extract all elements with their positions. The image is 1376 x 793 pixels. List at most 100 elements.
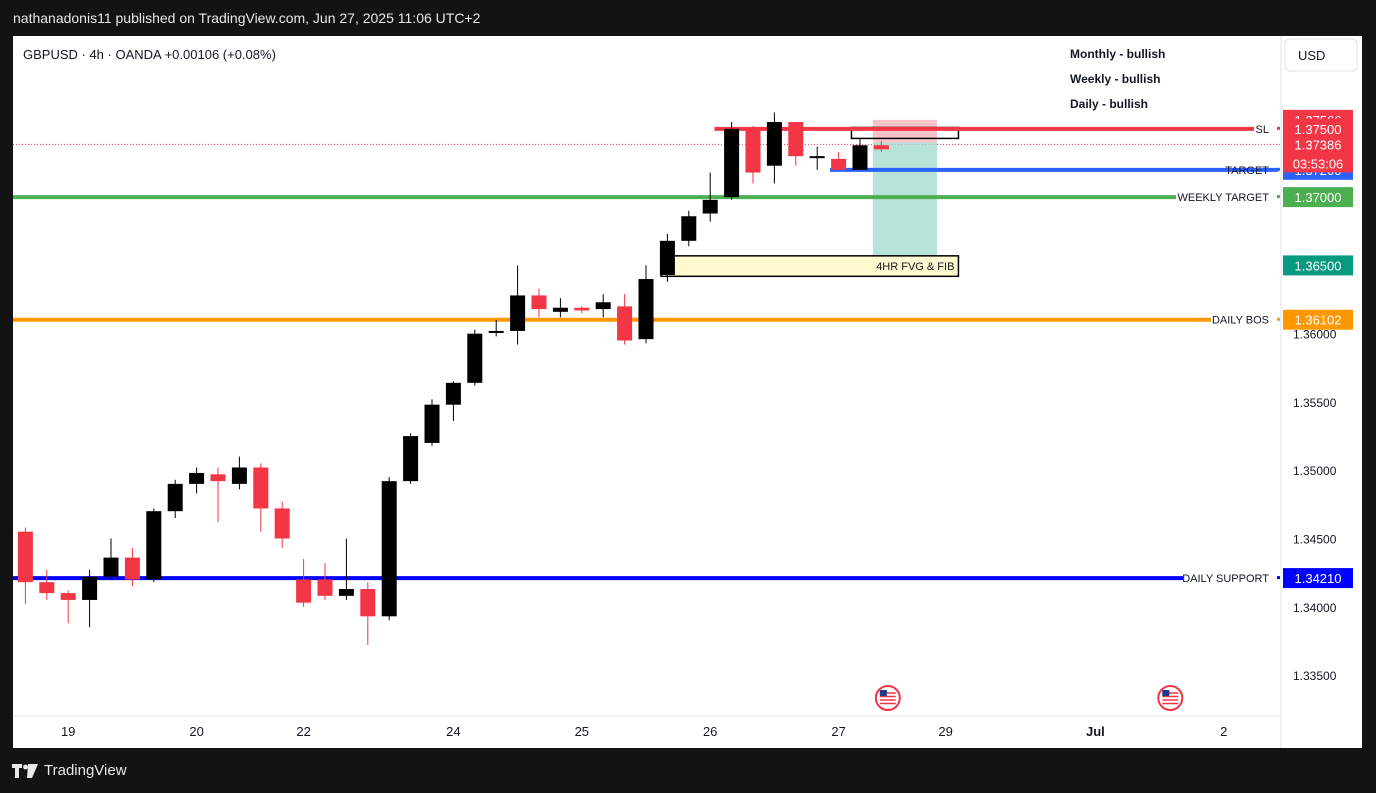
price-tag-text: 1.37500 <box>1295 122 1342 137</box>
candlestick-chart[interactable]: 4HR FVG & FIB SL TARGET WEEKLY TARGET DAILY… <box>13 36 1362 748</box>
candle-body <box>424 404 440 443</box>
y-tick-label: 1.34000 <box>1293 601 1337 615</box>
candles <box>17 112 889 645</box>
candle-body <box>253 467 269 509</box>
candle-body <box>595 302 611 310</box>
candle-body <box>274 508 290 539</box>
candle-body <box>574 307 590 311</box>
candle-body <box>831 158 847 170</box>
candle-body <box>381 481 397 617</box>
brand-name: TradingView <box>44 762 127 779</box>
level-lines: SL TARGET WEEKLY TARGET DAILY BOS DAILY SUPP… <box>13 124 1280 585</box>
candle-body <box>124 557 140 580</box>
price-tag <box>1283 118 1353 139</box>
candle-body <box>103 557 119 577</box>
symbol-line: GBPUSD · 4h · OANDA +0.00106 (+0.08%) <box>23 47 276 62</box>
level-label: TARGET <box>1225 165 1269 177</box>
price-tag <box>1283 255 1353 276</box>
x-tick-label: 19 <box>61 724 75 739</box>
x-tick-label: 2 <box>1220 724 1227 739</box>
flag-canton <box>1162 690 1170 696</box>
price-tag-text: 1.34210 <box>1295 571 1342 586</box>
y-tick-label: 1.36000 <box>1293 328 1337 342</box>
chart-panel[interactable]: 4HR FVG & FIB SL TARGET WEEKLY TARGET DAILY… <box>13 36 1362 748</box>
currency-label: USD <box>1298 48 1325 63</box>
price-tag <box>1283 568 1353 589</box>
candle-body <box>681 216 697 241</box>
candle-body <box>39 582 55 594</box>
current-price-text: 1.37386 <box>1295 137 1342 152</box>
price-tag <box>1283 187 1353 208</box>
publish-line: nathanadonis11 published on TradingView.… <box>13 10 481 26</box>
candle-body <box>82 576 98 600</box>
axes: 1.33500 1.34000 1.34500 1.35000 1.35500 1.360… <box>13 36 1337 748</box>
bias-weekly: Weekly - bullish <box>1070 72 1160 86</box>
candle-body <box>189 472 205 484</box>
level-marker <box>1277 195 1280 199</box>
level-label: SL <box>1256 124 1269 136</box>
candle-body <box>617 306 633 341</box>
candle-body <box>531 295 547 310</box>
x-tick-label: 24 <box>446 724 460 739</box>
price-tag-text: 1.37000 <box>1295 190 1342 205</box>
y-tick-label: 1.34500 <box>1293 532 1337 546</box>
candle-body <box>360 589 376 617</box>
trade-zones: 4HR FVG & FIB <box>660 119 960 278</box>
candle-body <box>488 330 504 333</box>
candle-body <box>60 593 76 600</box>
candle-body <box>873 145 889 150</box>
x-tick-label: 29 <box>938 724 952 739</box>
x-tick-label: 20 <box>189 724 203 739</box>
candle-body <box>638 279 654 340</box>
stop-loss-zone <box>872 119 938 143</box>
price-tag <box>1283 309 1353 330</box>
candle-body <box>403 436 419 482</box>
candle-body <box>766 122 782 166</box>
level-marker <box>1277 317 1280 321</box>
candle-body <box>702 199 718 214</box>
candle-body <box>17 531 33 583</box>
us-event-flag-icon <box>1157 685 1184 711</box>
us-event-flag-icon <box>874 685 901 711</box>
x-tick-label: 25 <box>575 724 589 739</box>
y-tick-label: 1.33500 <box>1293 669 1337 683</box>
x-tick-label: 22 <box>296 724 310 739</box>
x-tick-label: 27 <box>831 724 845 739</box>
candle-body <box>788 122 804 157</box>
candle-body <box>231 467 247 484</box>
level-marker <box>1277 576 1280 580</box>
price-tag-text: 1.36500 <box>1295 258 1342 273</box>
overlays: GBPUSD · 4h · OANDA +0.00106 (+0.08%) Mo… <box>23 38 1358 111</box>
price-labels: 1.375661.374161.365001.375001.372001.370… <box>1283 109 1353 589</box>
bias-daily: Daily - bullish <box>1070 97 1148 111</box>
current-price-tag <box>1283 134 1353 173</box>
flag-canton <box>879 690 887 696</box>
x-tick-label: Jul <box>1086 724 1105 739</box>
candle-body <box>338 589 354 596</box>
candle-body <box>552 307 568 312</box>
candle-body <box>809 156 825 159</box>
candle-body <box>445 382 461 405</box>
bias-monthly: Monthly - bullish <box>1070 47 1165 61</box>
currency-button[interactable]: USD <box>1284 38 1358 72</box>
candle-body <box>510 295 526 331</box>
candle-body <box>467 333 483 383</box>
level-label: DAILY BOS <box>1212 315 1269 327</box>
tradingview-logo[interactable]: TradingView <box>12 762 127 779</box>
candle-body <box>296 579 312 603</box>
fvg-label: 4HR FVG & FIB <box>876 261 954 273</box>
candle-body <box>724 128 740 198</box>
candle-body <box>659 240 675 275</box>
candle-body <box>745 128 761 173</box>
publish-header: nathanadonis11 published on TradingView.… <box>0 0 1376 36</box>
candle-body <box>852 145 868 170</box>
candle-body <box>210 474 226 482</box>
level-label: DAILY SUPPORT <box>1182 573 1269 585</box>
candle-body <box>317 579 333 596</box>
level-marker <box>1277 126 1280 130</box>
y-tick-label: 1.35000 <box>1293 464 1337 478</box>
price-tag-text: 1.36102 <box>1295 313 1342 328</box>
level-marker <box>1277 167 1280 171</box>
take-profit-zone <box>872 142 938 266</box>
countdown-text: 03:53:06 <box>1293 156 1344 171</box>
